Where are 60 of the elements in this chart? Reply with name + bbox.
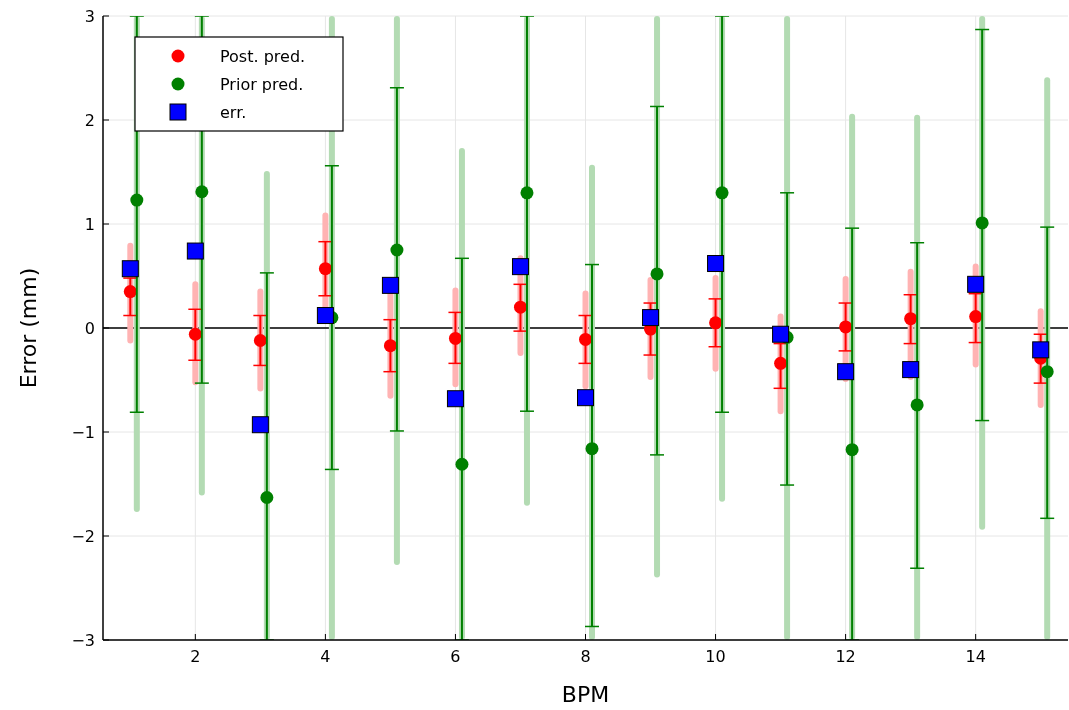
x-tick-label: 12 [835,647,856,666]
point [381,276,399,294]
x-tick-label: 6 [450,647,461,666]
point [253,333,267,347]
point [251,416,269,434]
point [123,285,137,299]
point [448,331,462,345]
legend-label: Post. pred. [220,47,306,66]
y-tick-label: 2 [84,111,95,130]
point [774,356,788,370]
legend-label: err. [220,103,247,122]
x-tick-label: 4 [320,647,331,666]
point [845,443,859,457]
x-axis-title: BPM [561,682,610,707]
point [513,300,527,314]
point [967,275,985,293]
y-tick-label: −2 [71,527,95,546]
y-axis-title: Error (mm) [16,267,41,389]
point [188,327,202,341]
point [839,320,853,334]
point [910,398,924,412]
x-tick-label: 14 [965,647,986,666]
point [715,186,729,200]
point [455,457,469,471]
point [260,491,274,505]
point [707,255,725,273]
point [520,186,534,200]
point [130,193,144,207]
point [650,267,664,281]
point [511,258,529,276]
y-tick-label: −1 [71,423,95,442]
point [709,316,723,330]
point [837,363,855,381]
y-tick-label: −3 [71,631,95,650]
point [318,262,332,276]
point [579,332,592,346]
point [121,260,139,278]
point [316,307,334,325]
y-tick-label: 0 [84,319,95,338]
point [902,361,920,379]
x-tick-label: 8 [580,647,591,666]
point [969,310,983,324]
point [390,243,404,257]
point [975,216,989,230]
point [195,185,209,199]
point [383,339,397,353]
point [585,442,599,456]
point [904,312,918,326]
x-tick-label: 10 [705,647,726,666]
point [1040,365,1054,379]
x-tick-label: 2 [190,647,201,666]
point [577,389,594,407]
point [446,390,464,408]
legend-label: Prior pred. [220,75,304,94]
point [642,309,660,327]
point [772,325,790,343]
y-tick-label: 3 [84,7,95,26]
point [186,242,204,260]
y-tick-label: 1 [84,215,95,234]
point [1032,341,1050,359]
